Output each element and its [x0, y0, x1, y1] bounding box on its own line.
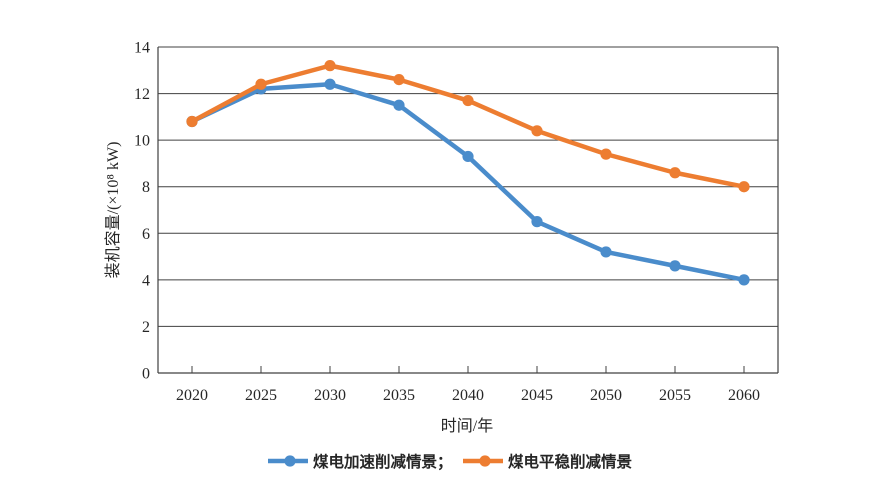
data-point [324, 60, 336, 72]
legend: 煤电加速削减情景； 煤电平稳削减情景 [268, 452, 632, 471]
series-line-0 [189, 82, 747, 283]
x-tick-label: 2045 [521, 387, 553, 404]
data-point [531, 125, 543, 137]
data-point [531, 216, 543, 228]
data-point [738, 274, 750, 286]
y-tick-label: 2 [142, 319, 150, 336]
x-axis-ticks [191, 366, 745, 373]
x-axis-tick-labels: 2020 2025 2030 2035 2040 2045 2050 2055 2060 [176, 387, 760, 404]
data-point [462, 94, 474, 107]
legend-item-accelerated: 煤电加速削减情景； [268, 452, 453, 471]
x-tick-label: 2030 [314, 387, 346, 404]
legend-label-steady: 煤电平稳削减情景 [508, 452, 632, 471]
y-tick-label: 12 [134, 86, 150, 103]
data-point [738, 181, 750, 193]
data-point [669, 167, 681, 179]
x-tick-label: 2020 [176, 387, 208, 404]
y-tick-label: 0 [142, 366, 150, 383]
x-tick-label: 2035 [383, 387, 415, 404]
legend-marker-dot-orange [479, 455, 491, 467]
data-point [186, 115, 198, 128]
data-point [600, 246, 612, 258]
data-point [393, 74, 405, 86]
y-tick-label: 10 [134, 133, 150, 150]
data-point [324, 78, 336, 90]
y-axis-title: 装机容量/(×10⁸ kW) [104, 142, 122, 279]
legend-marker-dot-blue [284, 455, 296, 467]
data-point [669, 260, 681, 272]
legend-label-accelerated: 煤电加速削减情景； [313, 452, 453, 471]
y-tick-label: 8 [142, 179, 150, 196]
legend-item-steady: 煤电平稳削减情景 [463, 452, 632, 471]
y-tick-label: 14 [134, 40, 150, 57]
x-axis-title: 时间/年 [441, 417, 493, 435]
x-tick-label: 2025 [245, 387, 277, 404]
series-1 [186, 60, 750, 193]
data-point [600, 148, 612, 160]
data-point [255, 78, 267, 90]
x-tick-label: 2055 [659, 387, 691, 404]
y-tick-label: 6 [142, 226, 150, 243]
x-tick-label: 2050 [590, 387, 622, 404]
series-0 [186, 78, 750, 286]
data-point [393, 99, 405, 111]
y-axis-tick-labels: 0 2 4 6 8 10 12 14 [134, 40, 150, 383]
data-point [462, 150, 474, 163]
x-tick-label: 2060 [728, 387, 760, 404]
y-tick-label: 4 [142, 272, 150, 289]
data-series [186, 60, 750, 286]
x-tick-label: 2040 [452, 387, 484, 404]
series-line-1 [189, 63, 747, 189]
